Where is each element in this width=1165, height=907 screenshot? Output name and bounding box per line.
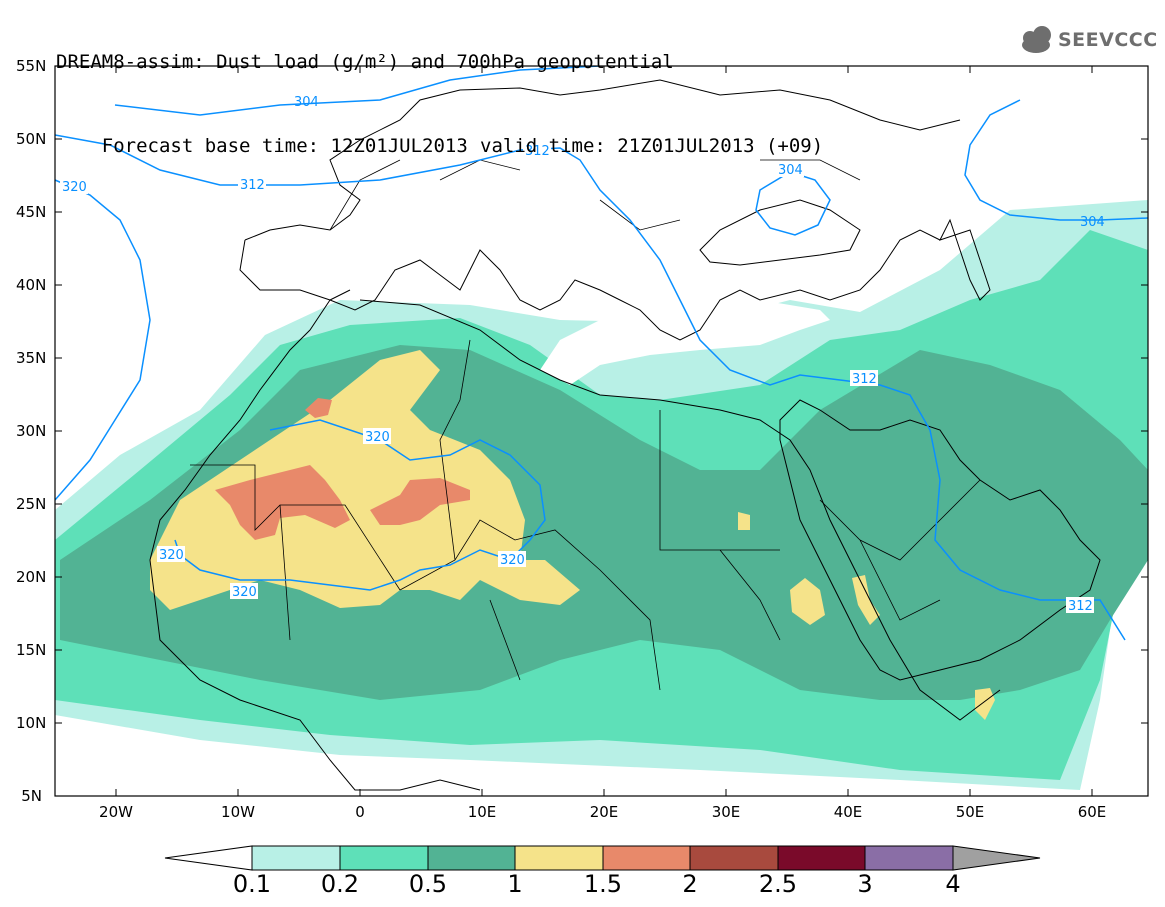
colorbar-bin-0 [251,845,341,871]
lon-label-10w: 10W [221,803,255,821]
contour-label-304-nw: 304 [294,95,319,110]
contour-label-320-chad: 320 [500,553,525,568]
contour-304-blacksea [755,171,831,236]
contour-label-320-sahara: 320 [365,430,390,445]
arabia-coast [779,399,1101,681]
coastlines [55,66,1148,791]
lon-label-30e: 30E [711,803,741,821]
contour-label-312-w: 312 [240,178,265,193]
colorbar-bin-5 [689,845,779,871]
africa-coast [149,289,1001,791]
colorbar-label-1: 1 [507,870,523,898]
colorbar-high-arrow [952,845,1041,871]
contour-label-320-wa: 320 [159,548,184,563]
contour-312-w [55,134,1126,641]
contour-labels: 304 312 312 304 304 320 312 320 320 320 … [60,95,1105,614]
europe-coast [239,79,961,341]
forecast-base-time: Forecast base time: 12Z01JUL2013 [101,135,468,157]
contour-label-312-arabia: 312 [1068,599,1093,614]
title-line2: Forecast base time: 12Z01JUL2013 valid ti… [56,115,823,157]
contour-304-nw [114,66,601,116]
colorbar-label-0.5: 0.5 [408,870,448,898]
colorbar-label-0.1: 0.1 [232,870,272,898]
lat-label-15n: 15N [16,641,47,659]
contour-label-304-blacksea: 304 [778,163,803,178]
title-line1: DREAM8-assim: Dust load (g/m²) and 700hP… [56,51,674,73]
contour-label-320-w: 320 [62,180,87,195]
lon-label-10e: 10E [467,803,497,821]
contour-304-ne [964,99,1148,221]
colorbar [164,845,1041,871]
valid-time: valid time: 21Z01JUL2013 (+09) [480,135,824,157]
colorbar-label-1.5: 1.5 [583,870,623,898]
lat-label-25n: 25N [16,495,47,513]
lat-label-35n: 35N [16,349,47,367]
colorbar-bin-7 [864,845,954,871]
lon-label-20e: 20E [589,803,619,821]
lat-label-5n: 5N [21,787,42,805]
dust-band-1-sahara [150,350,580,610]
lat-label-45n: 45N [16,203,47,221]
caspian-coast [939,218,991,301]
colorbar-label-3: 3 [857,870,873,898]
dust-fields [55,200,1148,790]
seevccc-logo: SEEVCCC [1058,29,1158,51]
cloud-icon [1022,26,1051,53]
colorbar-bin-3 [514,845,604,871]
lat-label-55n: 55N [16,57,47,75]
colorbar-low-arrow [164,845,253,871]
lon-label-0: 0 [355,803,365,821]
lon-label-60e: 60E [1077,803,1107,821]
lat-label-10n: 10N [16,714,47,732]
dust-band-1-somalia [975,688,995,720]
lat-label-50n: 50N [16,130,47,148]
dust-free-mediterranean [540,300,830,385]
map-title: DREAM8-assim: Dust load (g/m²) and 700hP… [56,10,823,157]
lat-label-40n: 40N [16,276,47,294]
colorbar-bin-4 [602,845,691,871]
dust-band-1.5-west [215,465,350,540]
dust-band-1-yemen [852,575,880,625]
blacksea-coast [699,199,861,266]
colorbar-label-4: 4 [945,870,961,898]
colorbar-label-0.2: 0.2 [320,870,360,898]
contour-320-w [55,179,151,501]
colorbar-bin-2 [427,845,516,871]
dust-band-1.5-morocco [305,398,332,418]
contour-label-312-iraq: 312 [852,372,877,387]
colorbar-label-2.5: 2.5 [758,870,798,898]
lat-label-30n: 30N [16,422,47,440]
lon-label-50e: 50E [955,803,985,821]
dust-band-1.5-east [370,478,470,525]
colorbar-bin-1 [339,845,429,871]
colorbar-bin-6 [777,845,866,871]
colorbar-label-2: 2 [682,870,698,898]
lon-label-20w: 20W [99,803,133,821]
lon-label-40e: 40E [833,803,863,821]
dust-band-1-ethiopia [790,578,825,625]
contour-label-312-balkan: 312 [525,144,550,159]
contour-label-304-ne: 304 [1080,215,1105,230]
lat-label-20n: 20N [16,568,47,586]
axis-ticks [55,65,1148,796]
dust-band-1-sudan [738,512,750,530]
contour-label-320-wb: 320 [232,585,257,600]
geopotential-contours [55,66,1148,641]
